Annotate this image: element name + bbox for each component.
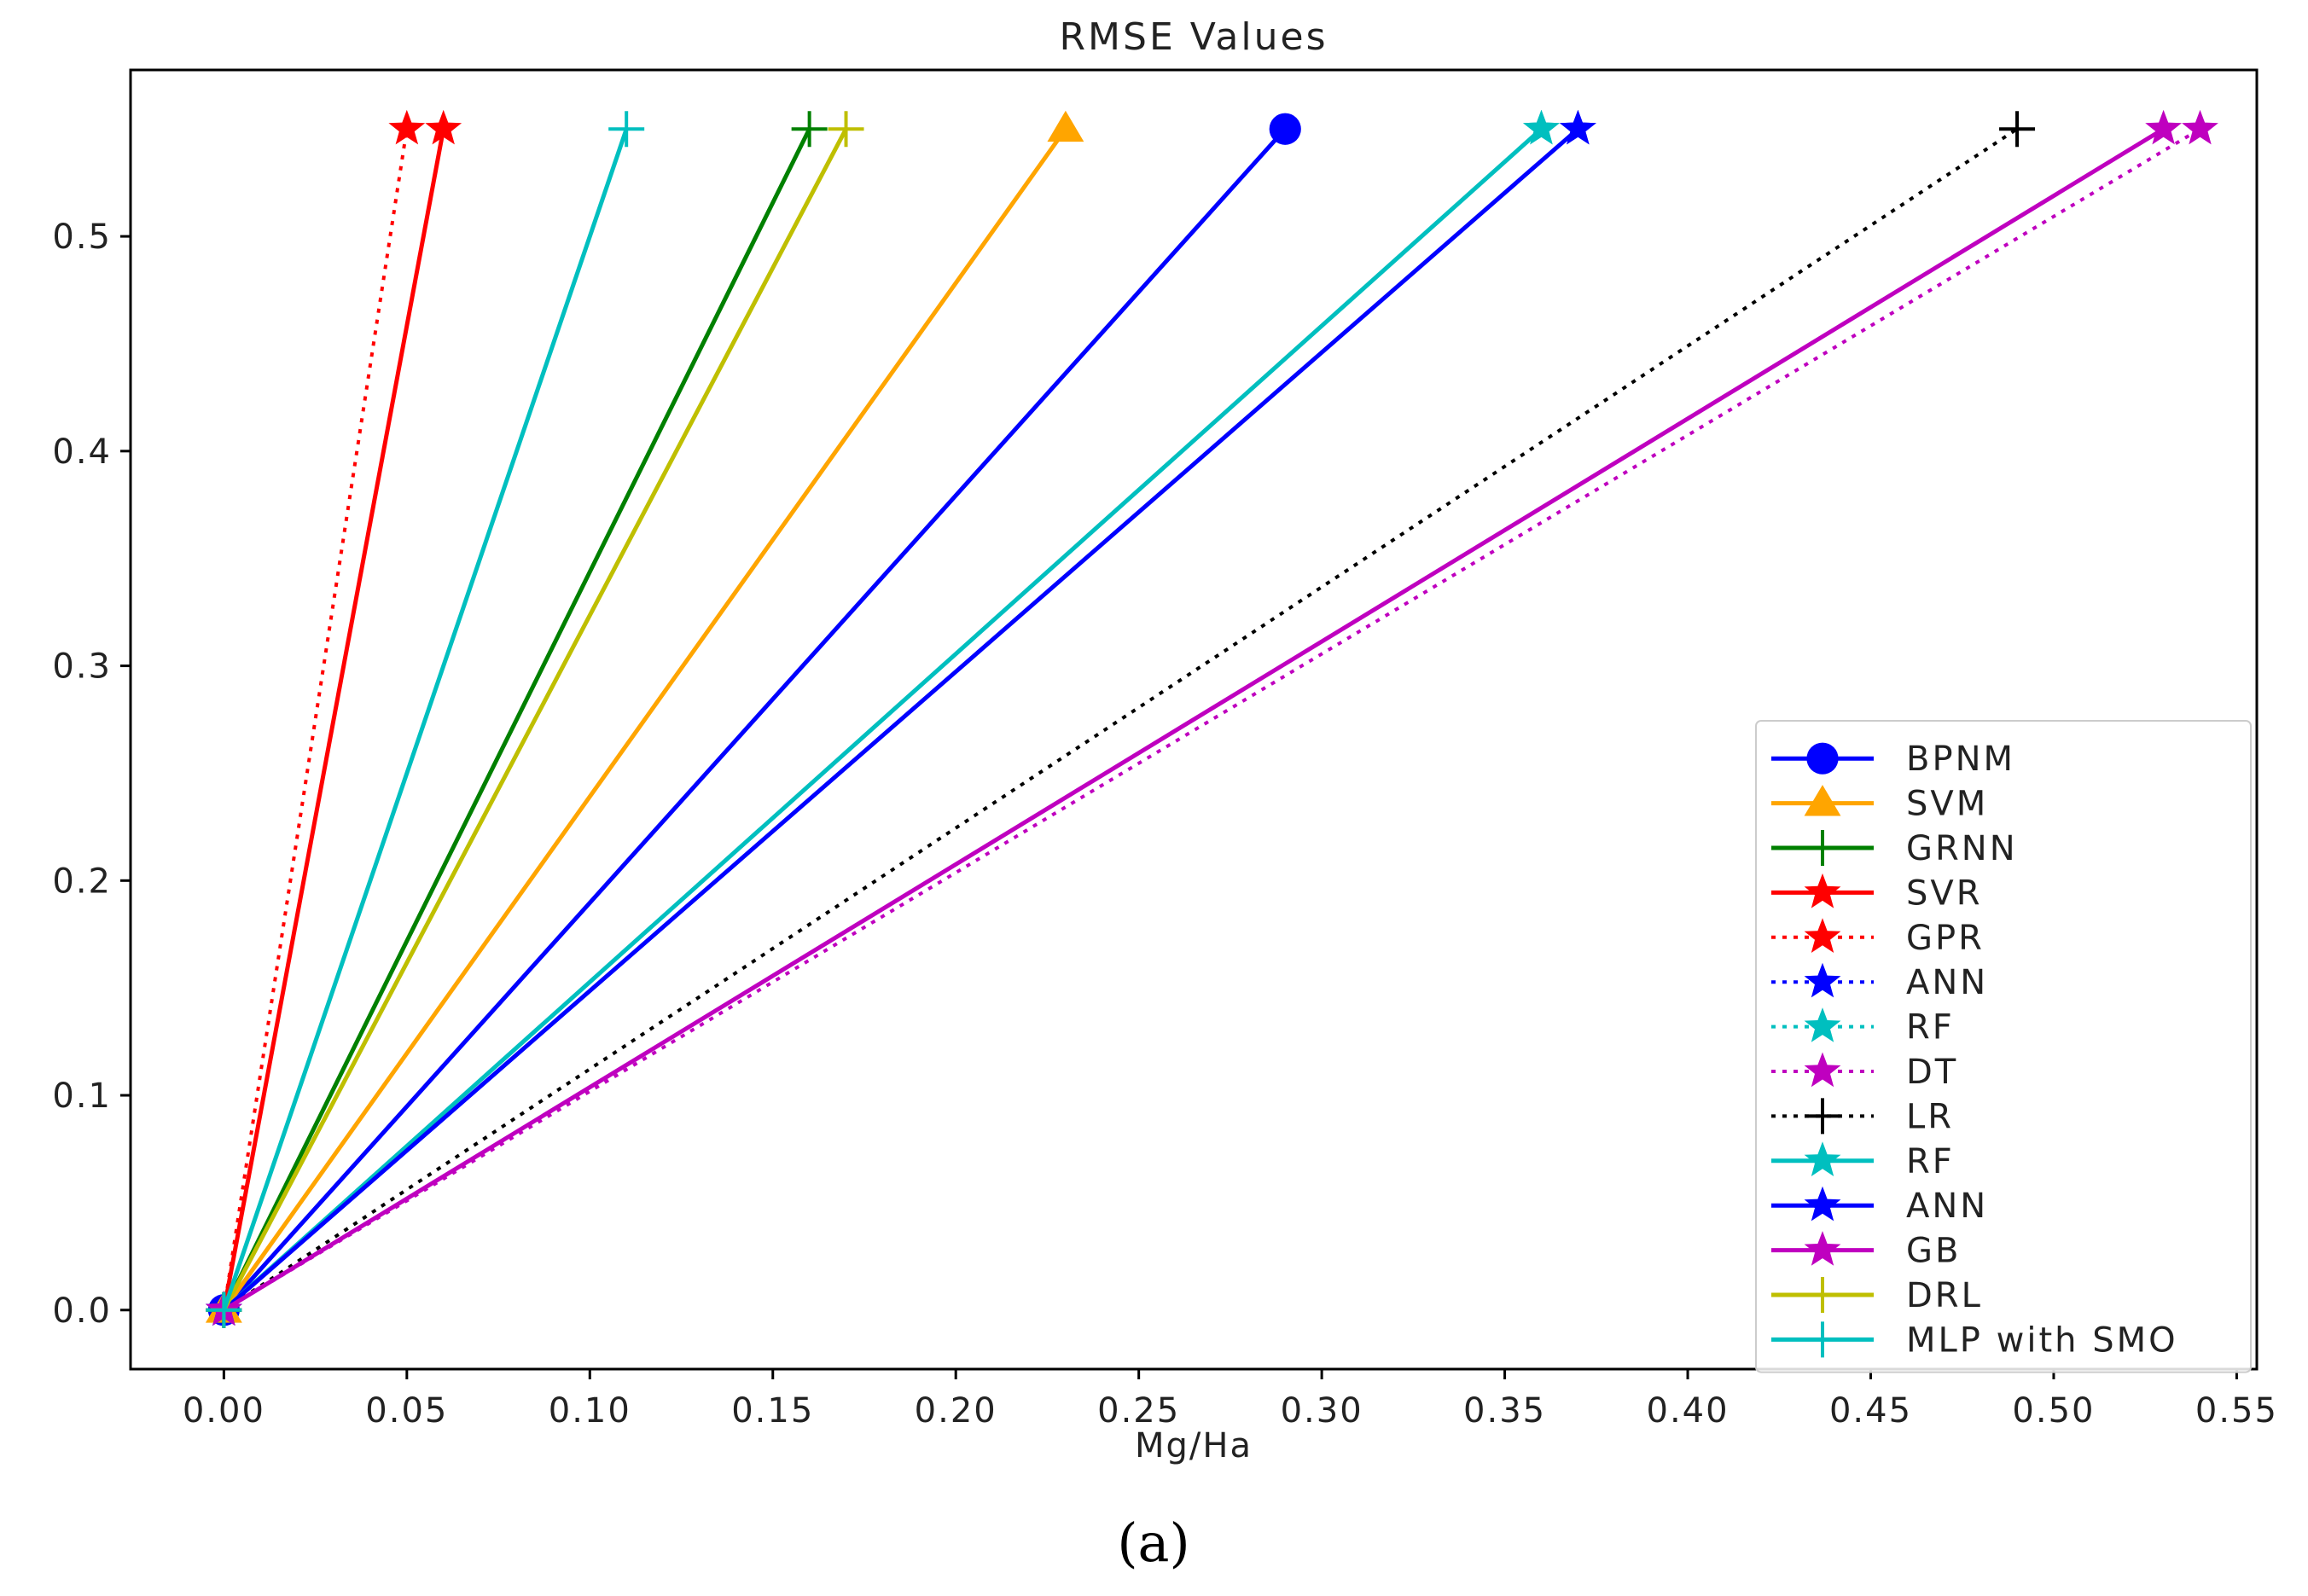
series-line [221, 128, 446, 1311]
series-marker [1805, 1321, 1840, 1358]
legend-label: DT [1906, 1053, 1958, 1092]
series-marker [1999, 111, 2036, 148]
legend-item: ANN [1771, 1186, 1988, 1226]
legend-label: LR [1906, 1097, 1954, 1136]
series-line [222, 128, 848, 1311]
y-axis: 0.0 0.1 0.2 0.3 0.4 0.5 [52, 218, 131, 1331]
y-tick-label: 0.5 [52, 218, 112, 257]
series-marker [206, 1291, 242, 1328]
y-tick-label: 0.2 [52, 862, 112, 901]
x-tick-label: 0.30 [1281, 1391, 1363, 1431]
legend-label: SVM [1906, 785, 1988, 824]
x-tick-label: 0.20 [915, 1391, 997, 1431]
legend-box [1755, 720, 2252, 1373]
series-marker [425, 109, 462, 145]
y-tick-label: 0.0 [52, 1291, 112, 1331]
series-marker [1804, 918, 1841, 953]
legend-item: ANN [1771, 962, 1988, 1002]
series-marker [1804, 873, 1841, 908]
legend-item: BPNM [1771, 740, 2015, 779]
legend-label: RF [1906, 1142, 1955, 1181]
series-marker [1560, 109, 1596, 145]
x-axis-label: Mg/Ha [1135, 1426, 1253, 1465]
y-tick-label: 0.1 [52, 1077, 112, 1116]
legend-item: MLP with SMO [1771, 1320, 2178, 1360]
legend-item: SVM [1771, 785, 1988, 824]
x-tick-label: 0.05 [365, 1391, 448, 1431]
legend-label: ANN [1906, 963, 1988, 1002]
x-tick-label: 0.50 [2012, 1391, 2095, 1431]
series-line [223, 127, 2165, 1312]
series-marker [1804, 1231, 1841, 1266]
chart-title: RMSE Values [1059, 15, 1328, 59]
series-line [222, 127, 1544, 1312]
series-line [222, 127, 1067, 1312]
legend-item: GRNN [1771, 829, 2018, 868]
legend-label: BPNM [1906, 740, 2015, 779]
series-marker [2182, 109, 2218, 145]
x-tick-label: 0.15 [731, 1391, 814, 1431]
series-marker [1805, 830, 1840, 866]
x-tick-label: 0.45 [1829, 1391, 1912, 1431]
legend: BPNM SVM GRNN SVR GPR ANN RF DT LR RF ANN GB DRL MLP … [1755, 720, 2252, 1373]
series-marker [1269, 113, 1301, 145]
axes-frame [129, 68, 2259, 1371]
series-line [223, 127, 2019, 1312]
legend-item: DT [1771, 1052, 1958, 1092]
legend-label: RF [1906, 1008, 1955, 1048]
series-marker [1805, 1277, 1840, 1313]
series-marker [1804, 1052, 1841, 1088]
series-marker [1806, 742, 1839, 775]
x-tick-label: 0.55 [2195, 1391, 2278, 1431]
series-line [222, 128, 811, 1311]
series-marker [388, 109, 426, 145]
plot-area [129, 68, 2259, 1371]
series-marker [1804, 1186, 1841, 1222]
x-axis: 0.00 0.05 0.10 0.15 0.20 0.25 0.30 0.35 0.40 0.45… [183, 1369, 2278, 1431]
series-marker [2145, 109, 2182, 145]
legend-item: GB [1771, 1231, 1961, 1271]
legend-item: DRL [1771, 1276, 1983, 1315]
series-marker [1523, 109, 1560, 145]
series-marker [1804, 785, 1841, 816]
legend-label: SVR [1906, 873, 1983, 913]
series-marker [828, 111, 864, 148]
series-marker [1047, 110, 1084, 142]
legend-item: RF [1771, 1141, 1955, 1181]
series-marker [1804, 1141, 1841, 1176]
series-mlp-with-smo [206, 111, 645, 1328]
y-tick-label: 0.3 [52, 647, 112, 687]
series-line [222, 127, 1288, 1312]
series-marker [1804, 962, 1841, 998]
series-marker [791, 111, 828, 148]
legend-label: DRL [1906, 1276, 1983, 1315]
series-line [222, 127, 1580, 1312]
legend-label: GPR [1906, 919, 1985, 958]
legend-item: GPR [1771, 918, 1985, 958]
series-layer [205, 109, 2218, 1328]
series-marker [1805, 1098, 1840, 1135]
series-marker [608, 111, 645, 148]
figure-caption: (a) [1117, 1512, 1189, 1574]
x-tick-label: 0.40 [1647, 1391, 1730, 1431]
x-tick-label: 0.25 [1097, 1391, 1180, 1431]
y-tick-label: 0.4 [52, 432, 112, 472]
series-line [222, 128, 629, 1311]
legend-item: SVR [1771, 873, 1983, 913]
legend-label: ANN [1906, 1187, 1988, 1226]
legend-label: MLP with SMO [1906, 1320, 2178, 1360]
legend-label: GB [1906, 1232, 1961, 1271]
legend-label: GRNN [1906, 829, 2018, 868]
legend-item: RF [1771, 1007, 1955, 1048]
series-marker [1804, 1007, 1841, 1042]
x-tick-label: 0.35 [1463, 1391, 1546, 1431]
x-tick-label: 0.10 [549, 1391, 631, 1431]
x-tick-label: 0.00 [183, 1391, 265, 1431]
legend-item: LR [1771, 1097, 1954, 1136]
